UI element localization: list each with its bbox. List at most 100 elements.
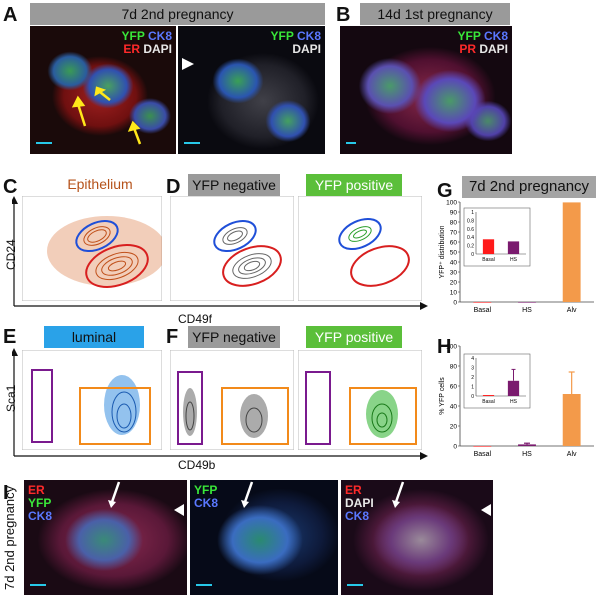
i1-yfp-label: YFP — [28, 496, 52, 510]
panel-g-chart: YFP⁺ distribution0102030405060708090100B… — [439, 200, 594, 314]
panel-a-image-1: YFP CK8 ER DAPI — [30, 26, 176, 154]
panel-c-title: Epithelium — [67, 176, 133, 192]
g-bar-hs — [518, 302, 536, 303]
panel-f-pos-title: YFP positive — [306, 326, 402, 348]
h-xtick-basal: Basal — [474, 451, 492, 458]
g-ytick: 70 — [450, 230, 458, 237]
g-inset-ytick: 0.8 — [467, 218, 474, 224]
d-pos-blue-gate — [338, 217, 382, 251]
d-pos-red-gate — [350, 245, 410, 287]
g-ytick: 30 — [450, 270, 458, 277]
g-bar-basal — [473, 302, 492, 303]
g-xtick-hs: HS — [522, 307, 532, 314]
f-pos-purple-gate — [305, 371, 331, 445]
e-purple-gate — [31, 369, 53, 443]
f-pos-orange-gate — [349, 387, 417, 445]
g-inset-ytick: 0.2 — [467, 244, 474, 250]
c-blue-gate — [75, 219, 119, 253]
h-inset-bar-basal — [482, 395, 495, 396]
g-xtick-alv: Alv — [567, 307, 577, 314]
g-inset-ytick: 0.6 — [467, 227, 474, 233]
c-red-gate — [85, 244, 149, 288]
g-ytick: 50 — [450, 250, 458, 257]
arrowhead-icon — [182, 58, 194, 70]
i3-ck8-label: CK8 — [345, 509, 370, 523]
b-yfp-label: YFP — [457, 29, 481, 43]
a2-scale-bar — [184, 142, 200, 144]
h-inset-xtick-hs: HS — [510, 399, 518, 405]
g-ytick: 40 — [450, 260, 458, 267]
cd49b-axis-label: CD49b — [178, 458, 216, 472]
h-xtick-hs: HS — [522, 451, 532, 458]
panel-c-plot — [22, 196, 162, 301]
cd-axes — [12, 196, 428, 310]
panel-i-side-label: 7d 2nd pregnancy — [2, 485, 17, 590]
a2-yfp-label: YFP — [270, 29, 294, 43]
h-ylabel: % YFP cells — [439, 377, 446, 415]
b-scale-bar — [346, 142, 356, 144]
g-ytick: 0 — [453, 300, 457, 307]
i3-er-label: ER — [345, 483, 362, 497]
panel-label-i: I — [3, 482, 9, 504]
h-inset-bar-hs — [507, 380, 520, 396]
g-inset-bar-basal — [482, 239, 495, 254]
g-ytick: 80 — [450, 220, 458, 227]
arrowhead-icon — [481, 504, 491, 516]
arrow-icon — [392, 500, 400, 508]
panel-f-neg-plot — [170, 350, 294, 450]
sca-axes — [12, 348, 428, 460]
g-inset-ytick: 0 — [471, 252, 474, 258]
h-ytick: 40 — [450, 404, 458, 411]
g-inset-ytick: 1 — [471, 210, 474, 216]
h-ytick: 100 — [446, 344, 457, 351]
panel-i-image-1: ER YFP CK8 — [24, 480, 187, 595]
a1-dapi-label: DAPI — [143, 42, 172, 56]
g-inset-xtick-hs: HS — [510, 257, 518, 263]
g-inset-ytick: 0.4 — [467, 235, 474, 241]
a2-ck8-label: CK8 — [296, 29, 321, 43]
panel-label-c: C — [3, 176, 18, 198]
b-pr-label: PR — [459, 42, 476, 56]
i2-yfp-label: YFP — [194, 483, 218, 497]
i3-scale-bar — [347, 584, 363, 586]
i1-ck8-label: CK8 — [28, 509, 53, 523]
h-inset-ytick: 0 — [471, 394, 474, 400]
g-xtick-basal: Basal — [474, 307, 492, 314]
h-bar-hs — [518, 444, 536, 446]
h-bar-alv — [562, 394, 581, 446]
g-inset-frame — [463, 207, 531, 267]
panel-label-g: G — [437, 180, 453, 202]
g-inset-bar-hs — [507, 241, 520, 254]
panel-b-image: YFP CK8 PR DAPI — [340, 26, 512, 154]
b-dapi-label: DAPI — [479, 42, 508, 56]
g-ytick: 10 — [450, 290, 458, 297]
g-bar-alv — [562, 202, 581, 302]
h-bar-basal — [473, 446, 492, 447]
b-ck8-label: CK8 — [483, 29, 508, 43]
a2-arrowhead — [182, 58, 194, 70]
e-orange-gate — [79, 387, 151, 445]
panel-i-image-3: ER DAPI CK8 — [341, 480, 493, 595]
h-xtick-alv: Alv — [567, 451, 577, 458]
panel-label-d: D — [166, 176, 181, 198]
g-ytick: 20 — [450, 280, 458, 287]
h-ytick: 0 — [453, 444, 457, 451]
panel-i-image-2: YFP CK8 — [190, 480, 338, 595]
panel-f-pos-plot — [298, 350, 422, 450]
panel-f-neg-title: YFP negative — [188, 326, 280, 348]
cd49f-axis-label: CD49f — [178, 312, 213, 326]
g-ytick: 100 — [446, 200, 457, 207]
panel-label-f: F — [166, 326, 179, 348]
panel-label-h: H — [437, 336, 452, 358]
panel-label-a: A — [3, 4, 18, 26]
a1-ck8-label: CK8 — [147, 29, 172, 43]
panel-d-neg-title: YFP negative — [188, 174, 280, 196]
i2-scale-bar — [196, 584, 212, 586]
a1-scale-bar — [36, 142, 52, 144]
i1-scale-bar — [30, 584, 46, 586]
h-inset-ytick: 2 — [471, 375, 474, 381]
g-ytick: 60 — [450, 240, 458, 247]
panel-label-e: E — [3, 326, 17, 348]
d-neg-blue-gate — [213, 219, 257, 253]
a1-arrows — [71, 86, 142, 145]
